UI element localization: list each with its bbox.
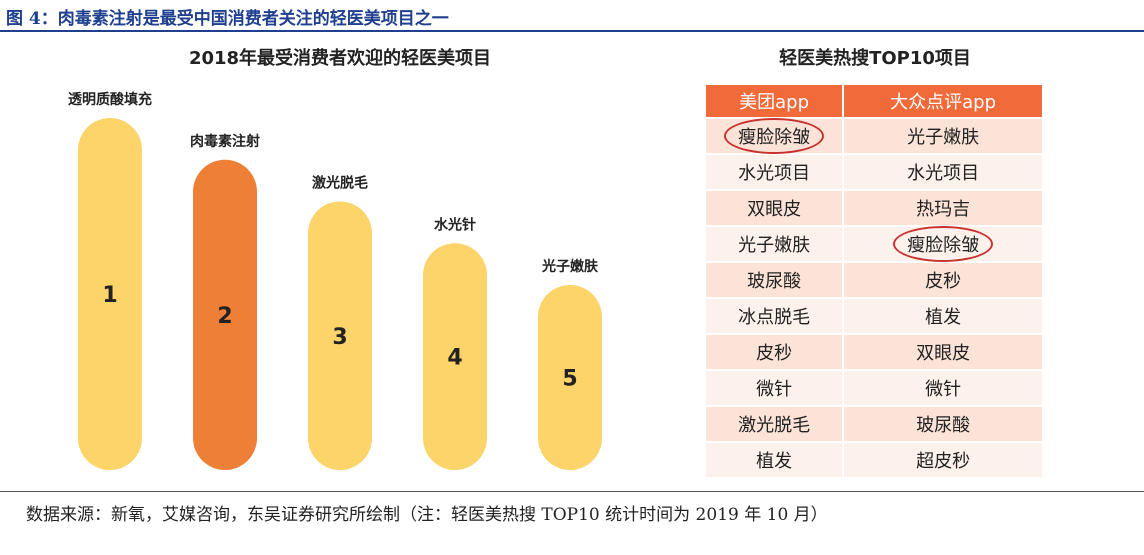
bar-category-label: 光子嫩肤 [541,258,599,275]
column-header-dianping: 大众点评app [844,85,1044,119]
bar-category-label: 肉毒素注射 [190,133,260,150]
cell-meituan: 皮秒 [706,335,845,371]
table-row: 激光脱毛 玻尿酸 [706,407,1044,443]
cell-text: 皮秒 [756,343,793,364]
bar-1 [78,118,142,470]
cell-text: 光子嫩肤 [738,235,811,256]
cell-text: 微针 [756,379,793,400]
top-rule [0,30,1144,32]
table-row: 光子嫩肤 瘦脸除皱 [706,226,1044,263]
bar-3 [308,201,372,470]
table-row: 皮秒 双眼皮 [706,335,1044,371]
bar-category-label: 水光针 [434,216,476,233]
cell-dianping: 微针 [844,371,1044,407]
figure-title: 图 4：肉毒素注射是最受中国消费者关注的轻医美项目之一 [6,9,449,29]
cell-meituan: 微针 [706,371,845,407]
cell-dianping: 玻尿酸 [844,407,1044,443]
cell-meituan: 激光脱毛 [706,407,845,443]
table-row: 植发 超皮秒 [706,443,1044,479]
cell-text: 瘦脸除皱 [724,118,825,154]
cell-text: 光子嫩肤 [907,127,980,148]
bar-rank-label: 5 [562,367,577,392]
column-header-meituan: 美团app [706,85,845,119]
table-row: 冰点脱毛 植发 [706,299,1044,335]
cell-text: 激光脱毛 [738,415,811,436]
cell-meituan: 植发 [706,443,845,479]
cell-text: 玻尿酸 [747,271,802,292]
table-row: 水光项目 水光项目 [706,155,1044,191]
table-row: 微针 微针 [706,371,1044,407]
cell-text: 双眼皮 [916,343,971,364]
cell-dianping: 瘦脸除皱 [844,226,1044,263]
table-row: 瘦脸除皱 光子嫩肤 [706,118,1044,155]
bar-category-label: 透明质酸填充 [68,91,152,108]
cell-meituan: 玻尿酸 [706,263,845,299]
source-note: 数据来源：新氧，艾媒咨询，东吴证券研究所绘制（注：轻医美热搜 TOP10 统计时… [26,505,828,525]
bar-5 [538,285,602,470]
cell-meituan: 瘦脸除皱 [706,118,845,155]
cell-text: 双眼皮 [747,199,802,220]
bar-2 [193,159,257,470]
cell-dianping: 水光项目 [844,155,1044,191]
table-title: 轻医美热搜TOP10项目 [779,48,971,69]
cell-text: 水光项目 [738,163,811,184]
cell-text: 热玛吉 [916,199,971,220]
bottom-rule [0,491,1144,492]
cell-dianping: 超皮秒 [844,443,1044,479]
cell-text: 水光项目 [907,163,980,184]
cell-dianping: 植发 [844,299,1044,335]
cell-meituan: 光子嫩肤 [706,227,845,263]
bar-rank-label: 2 [217,304,232,329]
cell-dianping: 双眼皮 [844,335,1044,371]
cell-text: 超皮秒 [916,451,971,472]
bar-rank-label: 4 [447,346,462,371]
cell-text: 植发 [925,307,962,328]
table-row: 玻尿酸 皮秒 [706,263,1044,299]
cell-dianping: 皮秒 [844,263,1044,299]
cell-meituan: 水光项目 [706,155,845,191]
cell-meituan: 双眼皮 [706,191,845,227]
bar-4 [423,243,487,470]
bar-rank-label: 3 [332,325,347,350]
bar-chart: 透明质酸填充 1 肉毒素注射 2 激光脱毛 3 水光针 4 光子嫩肤 5 [68,91,602,470]
table-header-row: 美团app 大众点评app [706,85,1044,119]
cell-text: 植发 [756,451,793,472]
cell-text: 皮秒 [925,271,962,292]
cell-text: 冰点脱毛 [738,307,811,328]
bar-category-label: 激光脱毛 [312,175,368,192]
table-row: 双眼皮 热玛吉 [706,191,1044,227]
cell-dianping: 光子嫩肤 [844,119,1044,155]
bar-rank-label: 1 [102,283,117,308]
top10-table: 美团app 大众点评app 瘦脸除皱 光子嫩肤 水光项目 水光项目 双眼皮 热玛吉 光子嫩肤… [706,85,1044,479]
cell-meituan: 冰点脱毛 [706,299,845,335]
cell-text: 瘦脸除皱 [893,226,994,262]
cell-text: 玻尿酸 [916,415,971,436]
cell-dianping: 热玛吉 [844,191,1044,227]
cell-text: 微针 [925,379,962,400]
bar-chart-title: 2018年最受消费者欢迎的轻医美项目 [188,48,492,69]
